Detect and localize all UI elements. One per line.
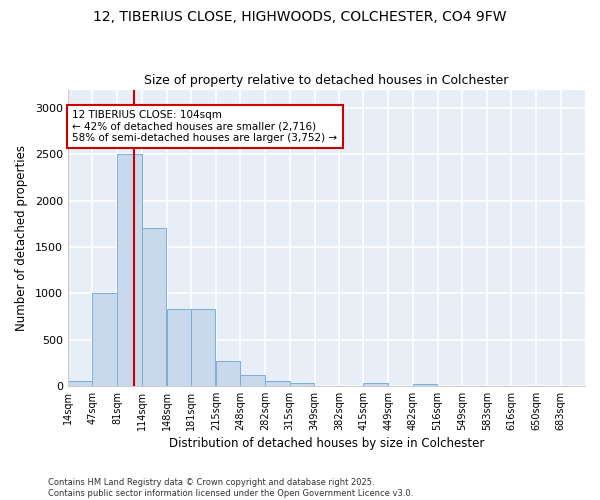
Bar bbox=[240, 374, 265, 386]
Title: Size of property relative to detached houses in Colchester: Size of property relative to detached ho… bbox=[144, 74, 509, 87]
Bar bbox=[413, 384, 437, 386]
X-axis label: Distribution of detached houses by size in Colchester: Distribution of detached houses by size … bbox=[169, 437, 484, 450]
Bar bbox=[117, 154, 142, 386]
Y-axis label: Number of detached properties: Number of detached properties bbox=[15, 144, 28, 330]
Bar bbox=[92, 293, 116, 386]
Bar bbox=[216, 361, 240, 386]
Bar bbox=[265, 381, 290, 386]
Bar bbox=[191, 309, 215, 386]
Text: 12 TIBERIUS CLOSE: 104sqm
← 42% of detached houses are smaller (2,716)
58% of se: 12 TIBERIUS CLOSE: 104sqm ← 42% of detac… bbox=[73, 110, 337, 143]
Bar bbox=[363, 383, 388, 386]
Text: 12, TIBERIUS CLOSE, HIGHWOODS, COLCHESTER, CO4 9FW: 12, TIBERIUS CLOSE, HIGHWOODS, COLCHESTE… bbox=[93, 10, 507, 24]
Bar bbox=[68, 381, 92, 386]
Bar bbox=[142, 228, 166, 386]
Bar bbox=[167, 309, 191, 386]
Text: Contains HM Land Registry data © Crown copyright and database right 2025.
Contai: Contains HM Land Registry data © Crown c… bbox=[48, 478, 413, 498]
Bar bbox=[290, 383, 314, 386]
